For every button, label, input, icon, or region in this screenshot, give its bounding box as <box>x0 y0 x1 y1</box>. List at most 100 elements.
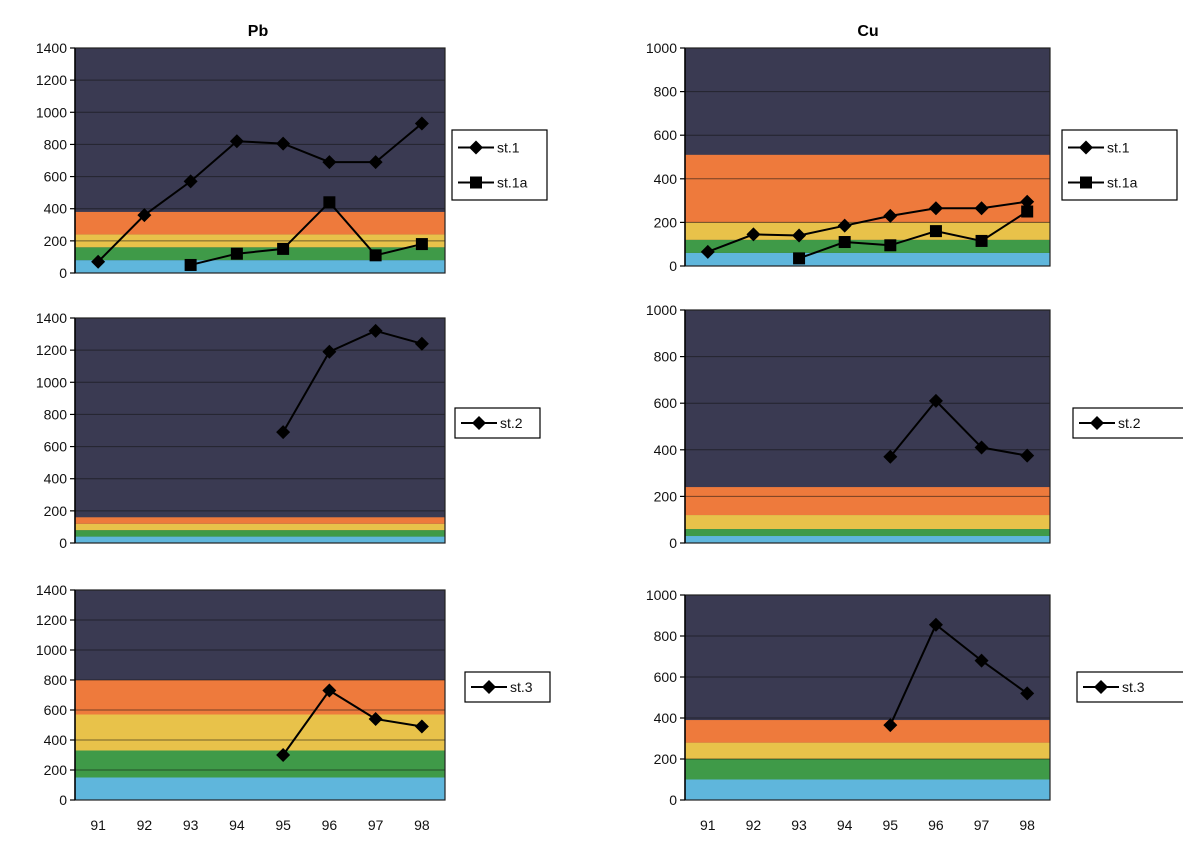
legend-label: st.2 <box>1118 415 1141 431</box>
y-tick-label: 600 <box>654 669 678 685</box>
legend-label: st.1 <box>497 140 520 156</box>
series-line-st.1a <box>798 210 1028 260</box>
band-0 <box>75 777 445 800</box>
band-0 <box>75 536 445 543</box>
series-line-st.3 <box>282 689 423 756</box>
data-point-st.1 <box>700 244 715 259</box>
x-tick-label: 91 <box>90 817 106 833</box>
series-line-st.3 <box>889 623 1028 726</box>
band-3 <box>685 154 1050 223</box>
band-0 <box>685 779 1050 800</box>
x-tick-label: 96 <box>322 817 338 833</box>
column-title-pb: Pb <box>248 23 269 40</box>
data-point-st.1 <box>414 116 429 131</box>
x-tick-label: 92 <box>746 817 762 833</box>
data-point-st.1a <box>369 249 382 262</box>
band-3 <box>75 680 445 715</box>
band-1 <box>75 750 445 778</box>
series-line-st.2 <box>282 329 423 433</box>
y-tick-label: 200 <box>654 751 678 767</box>
y-tick-label: 0 <box>59 265 67 281</box>
x-tick-label: 95 <box>883 817 899 833</box>
series-line-st.1 <box>707 200 1028 253</box>
y-tick-label: 0 <box>669 792 677 808</box>
data-point-st.1a <box>230 247 243 260</box>
y-tick-label: 400 <box>44 201 68 217</box>
plot-background <box>75 318 445 543</box>
chart-cu-mid: 0 200 400 600 800 1000 st.2 <box>646 302 1183 551</box>
data-point-st.1a <box>838 236 851 249</box>
data-point-st.3 <box>928 617 943 632</box>
legend-label: st.1a <box>1107 175 1138 191</box>
y-tick-label: 1400 <box>36 582 67 598</box>
y-tick-label: 1400 <box>36 310 67 326</box>
data-point-st.2 <box>1020 448 1035 463</box>
chart-cu-bot: 0 200 400 600 800 1000 91 92 93 94 95 96 97 98 st.3 <box>646 587 1183 833</box>
y-tick-label: 200 <box>654 488 678 504</box>
data-point-st.1 <box>229 134 244 149</box>
data-point-st.1 <box>928 201 943 216</box>
legend-label: st.3 <box>510 679 533 695</box>
data-point-st.1 <box>322 155 337 170</box>
data-point-st.3 <box>368 712 383 726</box>
y-tick-label: 1000 <box>646 40 677 56</box>
x-tick-label: 94 <box>229 817 245 833</box>
band-1 <box>685 759 1050 780</box>
band-0 <box>685 536 1050 543</box>
data-point-st.1a <box>793 252 806 265</box>
x-tick-label: 93 <box>183 817 199 833</box>
band-2 <box>685 742 1050 759</box>
band-0 <box>75 260 445 273</box>
y-tick-label: 0 <box>59 535 67 551</box>
y-tick-label: 600 <box>654 395 678 411</box>
y-tick-label: 600 <box>44 439 68 455</box>
data-point-st.1 <box>91 254 106 269</box>
series-line-st.1a <box>190 200 423 266</box>
y-tick-label: 800 <box>44 672 68 688</box>
y-tick-label: 1000 <box>646 302 677 318</box>
legend-label: st.1a <box>497 175 528 191</box>
y-tick-label: 1200 <box>36 612 67 628</box>
band-3 <box>75 517 445 524</box>
legend-marker <box>1079 140 1093 155</box>
band-1 <box>685 239 1050 253</box>
data-point-st.1 <box>183 174 198 189</box>
y-tick-label: 0 <box>669 535 677 551</box>
y-tick-label: 1000 <box>36 104 67 120</box>
data-point-st.1a <box>884 239 897 252</box>
series-line-st.1 <box>97 122 423 263</box>
legend-label: st.1 <box>1107 140 1130 156</box>
data-point-st.2 <box>368 323 383 338</box>
data-point-st.1a <box>184 258 197 271</box>
y-tick-label: 1000 <box>36 374 67 390</box>
y-tick-label: 1200 <box>36 342 67 358</box>
y-tick-label: 200 <box>654 214 678 230</box>
band-2 <box>75 714 445 751</box>
chart-pb-bot: 0 200 400 600 800 1000 1200 1400 91 92 93 94 95 96 97 9… <box>36 582 551 833</box>
legend-marker <box>1090 416 1104 430</box>
legend-marker <box>472 416 486 430</box>
legend-label: st.3 <box>1122 679 1145 695</box>
x-tick-label: 97 <box>974 817 990 833</box>
band-1 <box>685 529 1050 537</box>
band-0 <box>685 252 1050 266</box>
legend-marker <box>469 140 483 155</box>
data-point-st.2 <box>322 344 337 359</box>
chart-grid: 0 200 400 600 800 1000 1200 1400 st.1 st.1a 0 200 40… <box>36 40 1183 833</box>
y-tick-label: 0 <box>59 792 67 808</box>
data-point-st.2 <box>883 449 898 464</box>
band-1 <box>75 247 445 261</box>
y-tick-label: 600 <box>44 169 68 185</box>
data-point-st.1 <box>1020 194 1035 209</box>
band-3 <box>685 720 1050 743</box>
y-tick-label: 400 <box>44 471 68 487</box>
data-point-st.1 <box>837 218 852 233</box>
y-tick-label: 600 <box>44 702 68 718</box>
x-tick-label: 98 <box>1019 817 1035 833</box>
legend-marker <box>470 176 482 189</box>
y-tick-label: 800 <box>654 628 678 644</box>
band-2 <box>75 523 445 531</box>
data-point-st.3 <box>322 683 337 698</box>
column-title-cu: Cu <box>857 23 878 40</box>
y-tick-label: 1000 <box>36 642 67 658</box>
